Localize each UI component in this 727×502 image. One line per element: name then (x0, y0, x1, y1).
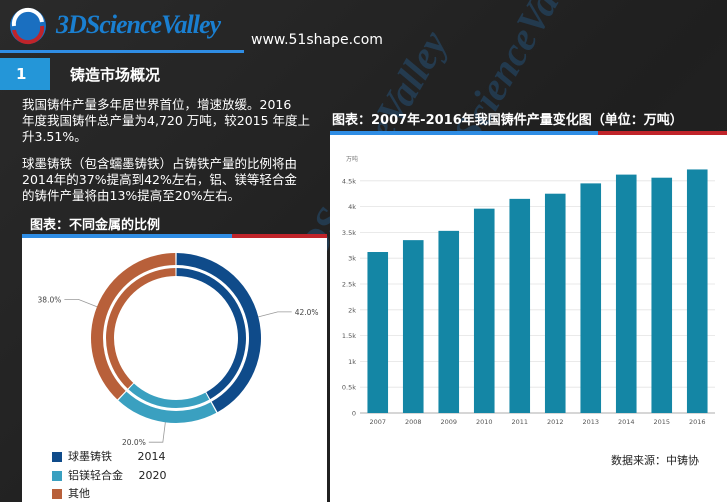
donut-label-line (64, 298, 98, 308)
bar (615, 174, 637, 413)
bar (438, 230, 460, 413)
y-tick-label: 1.5k (342, 332, 356, 340)
donut-label: 20.0% (122, 438, 146, 447)
y-tick-label: 2k (348, 306, 356, 314)
legend-swatch (52, 489, 62, 499)
logo: 3DScienceValley (6, 4, 226, 48)
y-tick-label: 0.5k (342, 384, 356, 392)
bar (473, 208, 495, 413)
legend-item: 球墨铸铁 2014 (52, 448, 166, 464)
y-tick-label: 1k (348, 358, 356, 366)
x-tick-label: 2013 (582, 418, 599, 426)
legend-swatch (52, 471, 62, 481)
y-tick-label: 0 (352, 410, 356, 418)
legend-label: 铝镁轻合金 (68, 469, 123, 482)
x-tick-label: 2009 (440, 418, 457, 426)
legend-ring-label: 2014 (137, 450, 166, 463)
donut-label: 38.0% (38, 295, 62, 304)
legend-item: 铝镁轻合金 2020 (52, 467, 167, 483)
paragraph-line: 2014年的37%提高到42%左右，铝、镁等轻合金 (22, 172, 297, 187)
y-tick-label: 4k (348, 203, 356, 211)
left-chart-title: 图表：不同金属的比例 (30, 218, 161, 233)
x-tick-label: 2016 (689, 418, 706, 426)
right-title-rule-accent (598, 131, 727, 135)
paragraph-line: 升3.51%。 (22, 129, 87, 144)
left-title-rule (22, 234, 232, 238)
x-tick-label: 2008 (405, 418, 422, 426)
paragraph-ratio: 球墨铸铁（包含蠕墨铸铁）占铸铁产量的比例将由 2014年的37%提高到42%左右… (22, 156, 322, 204)
paragraph-line: 球墨铸铁（包含蠕墨铸铁）占铸铁产量的比例将由 (22, 156, 298, 171)
bar (367, 252, 389, 413)
donut-chart-panel: 42.0% 20.0% 38.0% 球墨铸铁 2014 铝镁轻合金 2020 其他 (22, 238, 327, 502)
site-url[interactable]: www.51shape.com (251, 32, 383, 48)
donut-label-line (258, 311, 292, 318)
section-number: 1 (0, 58, 50, 90)
bar-chart-panel: 万吨 0 0.5k 1k 1.5k 2k 2.5k 3k 3.5k 4k 4.5k 2007 2008 2… (330, 135, 727, 502)
y-tick-label: 2.5k (342, 281, 356, 289)
x-tick-label: 2015 (653, 418, 670, 426)
bar (509, 198, 531, 413)
right-chart-title: 图表：2007年-2016年我国铸件产量变化图（单位：万吨） (332, 113, 683, 128)
donut-slice (176, 268, 247, 400)
section-title: 铸造市场概况 (70, 66, 161, 84)
donut-slice (176, 253, 262, 413)
paragraph-production: 我国铸件产量多年居世界首位，增速放缓。2016 年度我国铸件总产量为4,720 … (22, 97, 322, 145)
legend-swatch (52, 452, 62, 462)
logo-text: 3DScienceValley (56, 10, 221, 39)
header-rule (0, 50, 244, 53)
bar (402, 240, 424, 413)
y-tick-label: 3k (348, 255, 356, 263)
donut-slice (128, 383, 210, 408)
bar (544, 193, 566, 413)
donut-label-line (148, 422, 166, 443)
legend-label: 其他 (68, 487, 90, 500)
donut-slice (91, 253, 176, 400)
legend-ring-label: 2020 (138, 469, 167, 482)
paragraph-line: 的铸件产量将由13%提高至20%左右。 (22, 188, 241, 203)
y-axis-unit: 万吨 (346, 155, 358, 163)
bar (580, 183, 602, 413)
x-tick-label: 2014 (618, 418, 635, 426)
x-tick-label: 2007 (369, 418, 386, 426)
bar-chart: 万吨 0 0.5k 1k 1.5k 2k 2.5k 3k 3.5k 4k 4.5k 2007 2008 2… (342, 155, 715, 426)
donut-slice (118, 391, 217, 423)
legend-label: 球墨铸铁 (68, 450, 112, 463)
donut-slice (106, 268, 176, 389)
paragraph-line: 我国铸件产量多年居世界首位，增速放缓。2016 (22, 97, 292, 112)
donut-label: 42.0% (295, 308, 319, 317)
legend-item: 其他 (52, 485, 90, 501)
data-source: 数据来源：中铸协 (611, 454, 699, 467)
bar (686, 169, 708, 413)
right-title-rule (330, 131, 598, 135)
y-tick-label: 3.5k (342, 229, 356, 237)
x-tick-label: 2010 (476, 418, 493, 426)
logo-swirl-icon (10, 7, 46, 45)
paragraph-line: 年度我国铸件总产量为4,720 万吨，较2015 年度上 (22, 113, 311, 128)
bar (651, 177, 673, 413)
donut-chart: 42.0% 20.0% 38.0% (38, 253, 319, 447)
y-tick-label: 4.5k (342, 177, 356, 185)
left-title-rule-accent (232, 234, 327, 238)
x-tick-label: 2012 (547, 418, 564, 426)
x-tick-label: 2011 (511, 418, 528, 426)
